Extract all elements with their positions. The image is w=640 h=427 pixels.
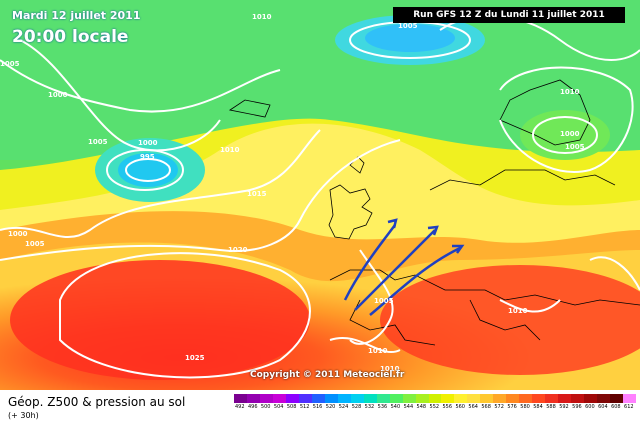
scale-label: 600 bbox=[585, 404, 595, 410]
scale-cell bbox=[597, 394, 611, 403]
isobar-label: 1005 bbox=[565, 143, 585, 151]
geopotential-map bbox=[0, 0, 640, 390]
isobar-label: 1000 bbox=[48, 91, 68, 99]
scale-cell bbox=[350, 394, 365, 403]
scale-label: 496 bbox=[247, 404, 258, 410]
isobar-label: 1000 bbox=[560, 130, 580, 138]
scale-cell bbox=[584, 394, 598, 403]
scale-cell bbox=[545, 394, 559, 403]
scale-label: 560 bbox=[455, 404, 465, 410]
isobar-label: 1005 bbox=[398, 22, 418, 30]
scale-label: 544 bbox=[403, 404, 414, 410]
scale-label: 512 bbox=[299, 404, 310, 410]
scale-label: 508 bbox=[286, 404, 297, 410]
scale-label: 532 bbox=[364, 404, 375, 410]
scale-cell bbox=[428, 394, 442, 403]
isobar-label: 1010 bbox=[220, 146, 240, 154]
scale-cell bbox=[558, 394, 572, 403]
scale-cell bbox=[234, 394, 248, 403]
scale-cell bbox=[441, 394, 455, 403]
scale-label: 592 bbox=[559, 404, 569, 410]
scale-label: 492 bbox=[235, 404, 245, 410]
scale-cell bbox=[402, 394, 417, 403]
isobar-label: 1010 bbox=[368, 347, 388, 355]
isobar-label: 1005 bbox=[88, 138, 108, 146]
scale-label: 572 bbox=[494, 404, 504, 410]
map-time: 20:00 locale bbox=[12, 27, 129, 47]
scale-label: 548 bbox=[416, 404, 427, 410]
scale-label: 612 bbox=[624, 404, 634, 410]
scale-label: 528 bbox=[351, 404, 362, 410]
scale-label: 500 bbox=[260, 404, 271, 410]
scale-cell bbox=[623, 394, 637, 403]
scale-cell bbox=[493, 394, 507, 403]
scale-cell bbox=[285, 394, 300, 403]
scale-label: 552 bbox=[429, 404, 440, 410]
scale-cell bbox=[246, 394, 261, 403]
isobar-label: 1010 bbox=[252, 13, 272, 21]
isobar-label: 1010 bbox=[508, 307, 528, 315]
scale-cell bbox=[519, 394, 533, 403]
scale-label: 524 bbox=[338, 404, 349, 410]
scale-cell bbox=[415, 394, 429, 403]
scale-label: 540 bbox=[390, 404, 401, 410]
isobar-label: 1020 bbox=[228, 246, 248, 254]
scale-label: 580 bbox=[520, 404, 530, 410]
scale-label: 568 bbox=[481, 404, 491, 410]
scale-cell bbox=[610, 394, 624, 403]
isobar-label: 1010 bbox=[560, 88, 580, 96]
isobar-label: 1005 bbox=[25, 240, 45, 248]
scale-label: 576 bbox=[507, 404, 517, 410]
scale-label: 608 bbox=[611, 404, 621, 410]
legend-subtitle: (+ 30h) bbox=[8, 411, 39, 420]
copyright: Copyright © 2011 Meteociel.fr bbox=[250, 370, 405, 380]
scale-cell bbox=[259, 394, 274, 403]
scale-cell bbox=[324, 394, 339, 403]
scale-cell bbox=[376, 394, 391, 403]
scale-label: 520 bbox=[325, 404, 336, 410]
flow-arrows bbox=[343, 218, 465, 316]
scale-label: 564 bbox=[468, 404, 478, 410]
scale-cell bbox=[311, 394, 326, 403]
scale-cell bbox=[454, 394, 468, 403]
isobar-label: 1010 bbox=[380, 365, 400, 373]
run-info: Run GFS 12 Z du Lundi 11 juillet 2011 bbox=[393, 7, 625, 23]
scale-cell bbox=[480, 394, 494, 403]
scale-label: 556 bbox=[442, 404, 453, 410]
scale-cell bbox=[467, 394, 481, 403]
isobar-label: 1015 bbox=[247, 190, 267, 198]
scale-cell bbox=[532, 394, 546, 403]
scale-cell bbox=[298, 394, 313, 403]
isobar-label: 995 bbox=[140, 153, 155, 161]
scale-cell bbox=[337, 394, 352, 403]
scale-label: 516 bbox=[312, 404, 323, 410]
scale-cell bbox=[571, 394, 585, 403]
legend-title: Géop. Z500 & pression au sol bbox=[8, 395, 186, 409]
scale-label: 604 bbox=[598, 404, 608, 410]
isobars bbox=[0, 15, 640, 379]
scale-label: 588 bbox=[546, 404, 556, 410]
legend-footer: Géop. Z500 & pression au sol (+ 30h) 492… bbox=[0, 390, 640, 427]
scale-label: 596 bbox=[572, 404, 582, 410]
isobar-label: 1000 bbox=[138, 139, 158, 147]
map-date: Mardi 12 juillet 2011 bbox=[12, 9, 141, 22]
scale-cell bbox=[363, 394, 378, 403]
isobar-label: 1005 bbox=[374, 297, 394, 305]
scale-cell bbox=[272, 394, 287, 403]
scale-cell bbox=[389, 394, 404, 403]
isobar-label: 1025 bbox=[185, 354, 205, 362]
scale-label: 504 bbox=[273, 404, 284, 410]
isobar-label: 1000 bbox=[8, 230, 28, 238]
scale-label: 584 bbox=[533, 404, 543, 410]
scale-cell bbox=[506, 394, 520, 403]
isobar-label: 1005 bbox=[0, 60, 20, 68]
scale-label: 536 bbox=[377, 404, 388, 410]
color-scale: 492 496 500 504 508 512 516 520 524 528 532 536 540 5… bbox=[234, 394, 637, 410]
